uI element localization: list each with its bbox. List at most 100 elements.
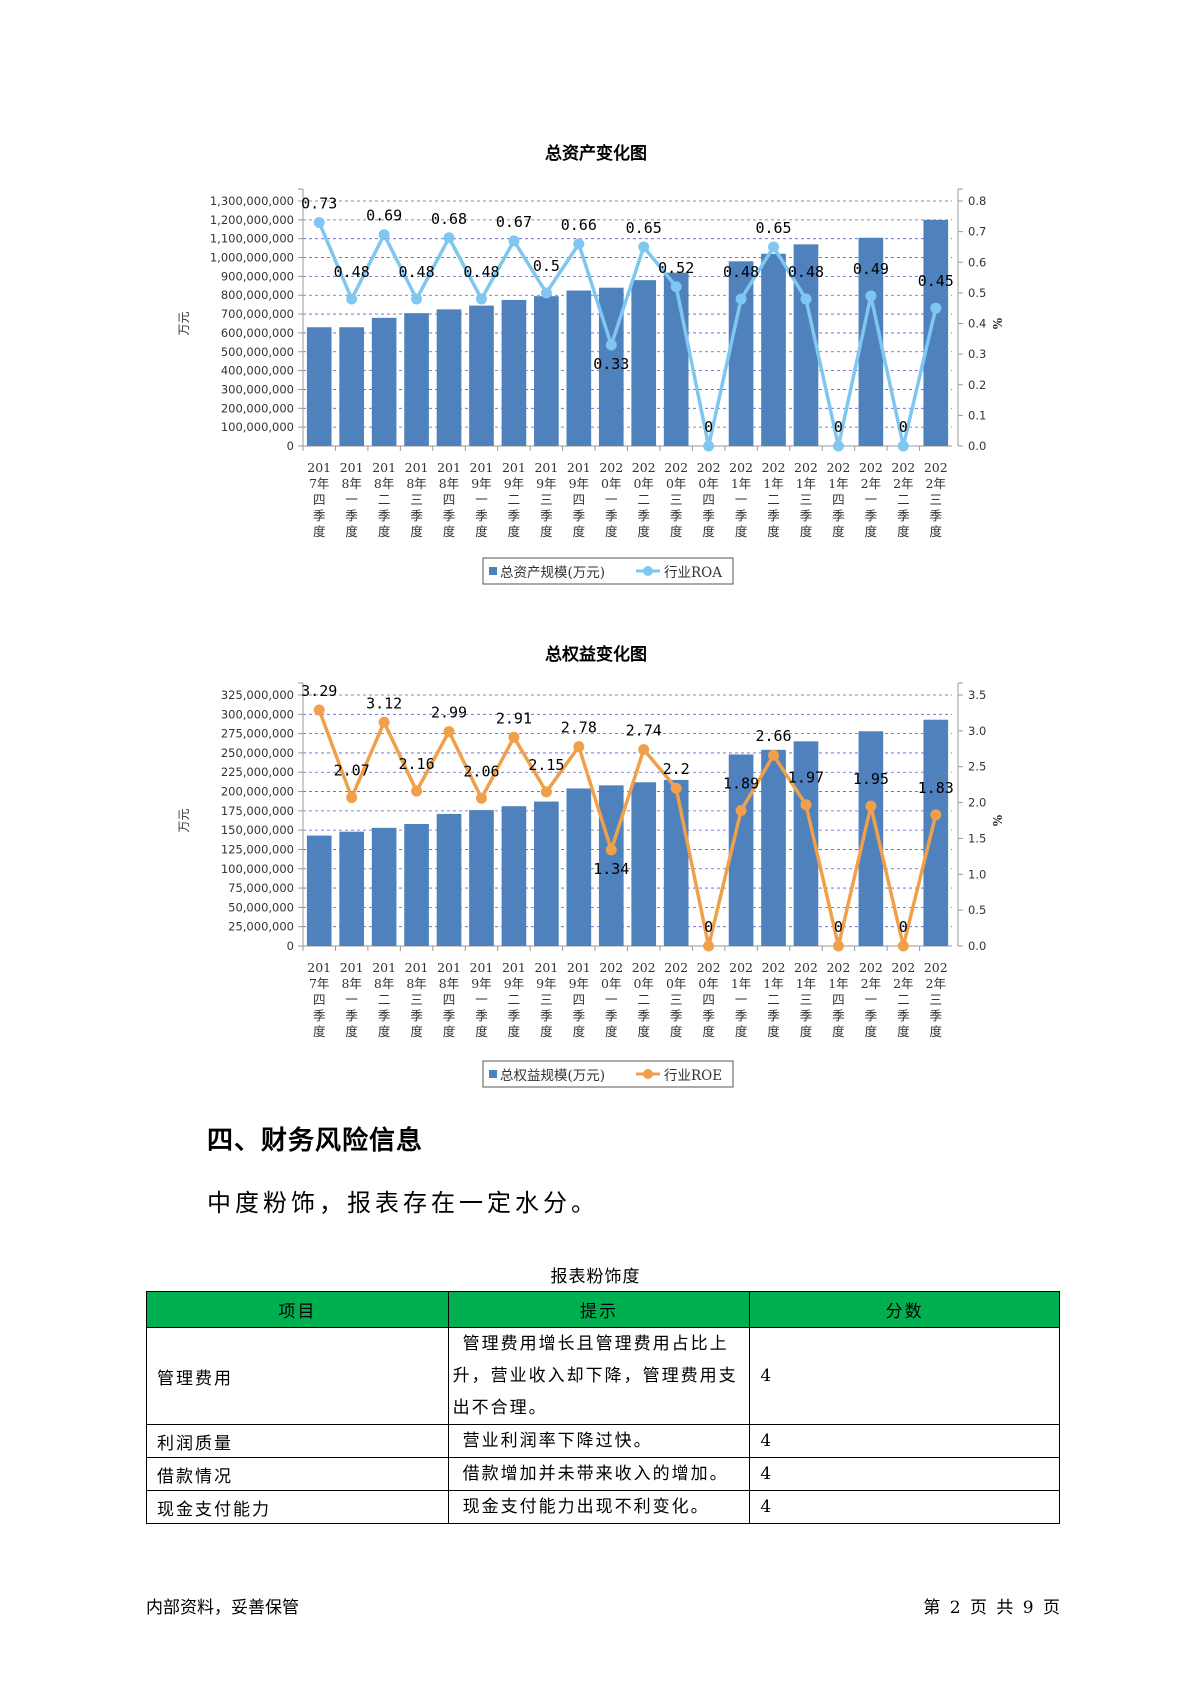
data-label: 2.74 — [626, 722, 662, 740]
category-label-line: 2年 — [926, 476, 946, 491]
right-tick-label: 0.8 — [968, 194, 986, 208]
category-label-line: 度 — [800, 524, 813, 539]
series-point — [638, 241, 650, 253]
left-tick-label: 1,300,000,000 — [210, 194, 294, 208]
bar — [663, 272, 689, 446]
row-hint-line: 营业利润率下降过快。 — [462, 1431, 653, 1451]
category-label: 202 1年四季度 — [826, 960, 850, 1039]
series-point — [313, 216, 325, 228]
series-point — [508, 235, 520, 247]
category-label-line: 季 — [930, 508, 943, 523]
category-label-line: 度 — [410, 524, 423, 539]
category-label-line: 8年 — [374, 976, 394, 991]
right-tick-label: 1.5 — [968, 831, 986, 845]
category-label: 202 0年三季度 — [664, 460, 688, 539]
category-label-line: 季 — [410, 508, 423, 523]
row-hint-line: 出不合理。 — [452, 1398, 548, 1418]
data-label: 0.48 — [463, 263, 499, 281]
category-label-line: 季 — [865, 508, 878, 523]
category-label-line: 季 — [475, 1008, 488, 1023]
legend-box — [482, 557, 734, 585]
row-item: 借款情况 — [146, 1457, 449, 1491]
category-label: 202 0年三季度 — [664, 960, 688, 1039]
category-label-line: 0年 — [698, 976, 718, 991]
data-label: 2.78 — [561, 719, 597, 737]
series-point — [605, 339, 617, 351]
bar — [404, 313, 429, 446]
category-label-line: 8年 — [341, 976, 361, 991]
category-label-line: 季 — [313, 508, 326, 523]
category-label-line: 度 — [605, 524, 618, 539]
category-label-line: 202 — [826, 460, 850, 475]
category-label-line: 201 — [502, 460, 526, 475]
category-label: 202 0年四季度 — [697, 960, 721, 1039]
data-label: 2.66 — [755, 727, 791, 745]
data-label: 0.48 — [334, 263, 370, 281]
category-label-line: 度 — [702, 1024, 715, 1039]
right-tick-label: 3.0 — [968, 724, 986, 738]
category-label-line: 度 — [475, 1024, 488, 1039]
bar — [469, 810, 494, 946]
category-label-line: 季 — [605, 508, 618, 523]
category-label-line: 度 — [605, 1024, 618, 1039]
category-label-line: 202 — [762, 960, 786, 975]
category-label-line: 度 — [508, 1024, 521, 1039]
category-label: 201 9年一季度 — [470, 960, 494, 1039]
section-summary: 中度粉饰，报表存在一定水分。 — [207, 1189, 599, 1217]
footer-page-number: 第 2 页 共 9 页 — [923, 1598, 1060, 1618]
total-assets-chart-svg: 总资产变化图 0 100,000,000 200,000,000 300,000,000… — [177, 143, 1005, 585]
data-label: 0 — [704, 918, 713, 936]
legend-bar-swatch — [489, 567, 497, 575]
legend-line-label: 行业ROE — [664, 1068, 722, 1084]
whitewash-table: 项目 提示 分数 管理费用 管理费用增长且管理费用占比上 升，营业收入却下降，管理费… — [146, 1291, 1060, 1524]
series-point — [443, 726, 455, 738]
category-label-line: 9年 — [504, 476, 524, 491]
legend-line-label: 行业ROA — [664, 565, 722, 581]
category-label-line: 2年 — [926, 976, 946, 991]
left-tick-label: 600,000,000 — [221, 326, 294, 340]
total-equity-chart: 总权益变化图 0 25,000,000 50,000,000 75,000,000 100… — [0, 637, 1191, 1097]
category-label-line: 二 — [508, 992, 521, 1007]
data-label: 1.34 — [593, 860, 629, 878]
category-label-line: 度 — [345, 1024, 358, 1039]
category-label-line: 季 — [637, 508, 650, 523]
category-label-line: 三 — [410, 992, 423, 1007]
category-label-line: 季 — [345, 1008, 358, 1023]
bar — [501, 806, 527, 946]
data-label: 0.33 — [593, 355, 629, 373]
total-equity-chart-svg: 总权益变化图 0 25,000,000 50,000,000 75,000,000 100… — [177, 644, 1005, 1088]
left-tick-label: 300,000,000 — [221, 707, 294, 721]
category-label: 201 8年三季度 — [405, 960, 429, 1039]
right-tick-label: 0.0 — [968, 439, 986, 453]
bar — [631, 782, 657, 946]
bar — [469, 305, 494, 446]
right-tick-label: 0.0 — [968, 939, 986, 953]
category-label-line: 季 — [410, 1008, 423, 1023]
category-label-line: 度 — [573, 1024, 586, 1039]
category-label-line: 202 — [599, 460, 623, 475]
category-label: 201 8年二季度 — [372, 460, 396, 539]
bar — [534, 296, 559, 446]
table-row: 现金支付能力 现金支付能力出现不利变化。 4 — [146, 1490, 1060, 1524]
category-label-line: 0年 — [698, 476, 718, 491]
data-label: 1.95 — [853, 770, 889, 788]
right-tick-label: 0.2 — [968, 378, 986, 392]
y-axis-title: 万元 — [177, 311, 191, 335]
category-label-line: 二 — [378, 992, 391, 1007]
left-tick-label: 275,000,000 — [221, 727, 294, 741]
header-item: 项目 — [146, 1291, 449, 1328]
category-label-line: 201 — [372, 460, 396, 475]
category-label-line: 1年 — [763, 976, 783, 991]
category-label-line: 二 — [637, 492, 650, 507]
category-label-line: 201 — [470, 460, 494, 475]
series-point — [865, 800, 877, 812]
category-label-line: 季 — [573, 1008, 586, 1023]
category-label-line: 度 — [670, 1024, 683, 1039]
category-label-line: 202 — [826, 960, 850, 975]
category-label-line: 一 — [475, 992, 488, 1007]
category-label-line: 201 — [405, 960, 429, 975]
bar — [923, 719, 949, 946]
category-label-line: 202 — [632, 960, 656, 975]
category-label-line: 季 — [865, 1008, 878, 1023]
category-label-line: 三 — [410, 492, 423, 507]
